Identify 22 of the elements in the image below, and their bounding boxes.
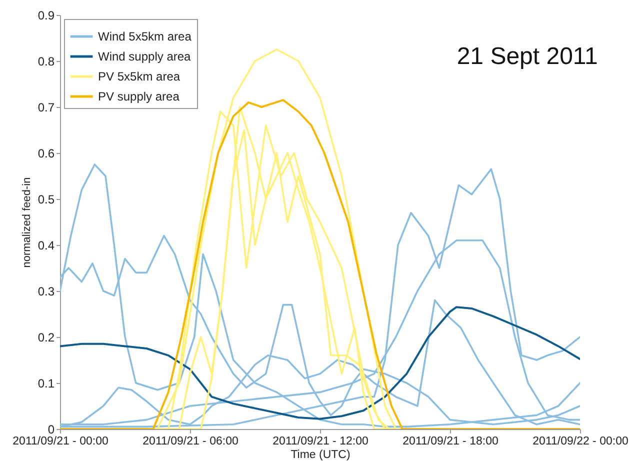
y-tick-label: 0.3	[38, 284, 55, 298]
y-tick-label: 0	[48, 422, 55, 436]
y-tick-label: 0.6	[38, 146, 55, 160]
legend-label: PV 5x5km area	[98, 70, 180, 84]
text: 21 Sept 2011	[456, 43, 598, 70]
x-tick-label: 2011/09/22 - 00:00	[532, 436, 628, 448]
y-axis-title: normalized feed-in	[20, 177, 33, 268]
x-tick-label: 2011/09/21 - 18:00	[402, 436, 498, 448]
legend-label: PV supply area	[98, 90, 180, 104]
legend-label: Wind supply area	[98, 50, 192, 64]
y-tick-label: 0.5	[38, 192, 55, 206]
y-tick-label: 0.2	[38, 330, 55, 344]
x-tick-label: 2011/09/21 - 06:00	[142, 436, 238, 448]
y-tick-label: 0.4	[38, 238, 55, 252]
y-tick-label: 0.8	[38, 54, 55, 68]
x-axis-title: Time (UTC)	[290, 449, 350, 461]
y-tick-label: 0.9	[38, 8, 55, 22]
x-tick-label: 2011/09/21 - 00:00	[12, 436, 108, 448]
legend-label: Wind 5x5km area	[98, 30, 192, 44]
y-tick-label: 0.1	[38, 376, 55, 390]
y-tick-label: 0.7	[38, 100, 55, 114]
x-tick-label: 2011/09/21 - 12:00	[272, 436, 368, 448]
